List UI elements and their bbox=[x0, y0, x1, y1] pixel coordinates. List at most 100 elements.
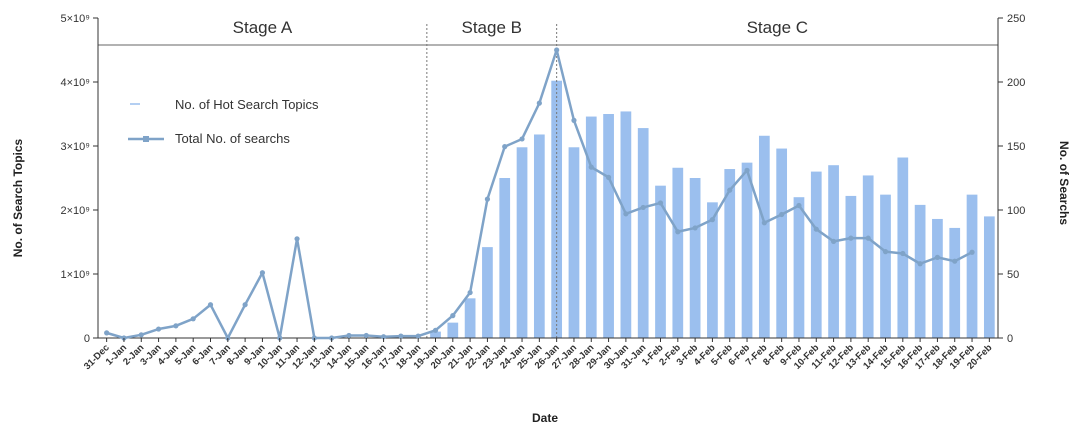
stage-label: Stage C bbox=[747, 18, 808, 37]
line-point bbox=[744, 167, 750, 173]
stage-dividers bbox=[98, 24, 998, 338]
bar bbox=[776, 148, 788, 338]
line-series bbox=[104, 47, 975, 341]
line-point bbox=[796, 202, 802, 209]
line-point bbox=[692, 225, 698, 231]
bar bbox=[932, 218, 943, 338]
bar bbox=[533, 134, 545, 338]
right-tick-label: 100 bbox=[1007, 205, 1025, 217]
bar bbox=[603, 114, 614, 338]
x-tick-labels: 31-Dec1-Jan2-Jan3-Jan4-Jan5-Jan6-Jan7-Ja… bbox=[82, 338, 995, 372]
right-axis-title: No. of Searchs bbox=[1057, 141, 1070, 225]
line-point bbox=[605, 174, 612, 180]
left-tick-label: 1×10⁹ bbox=[61, 269, 91, 281]
right-tick-label: 150 bbox=[1007, 141, 1025, 153]
line-point bbox=[675, 229, 681, 235]
bar bbox=[983, 216, 995, 338]
line-point bbox=[398, 333, 404, 339]
bar bbox=[724, 169, 736, 338]
line-point bbox=[173, 323, 179, 329]
line-point bbox=[450, 313, 456, 319]
legend-total-searches-marker bbox=[143, 136, 149, 142]
line-point bbox=[363, 332, 369, 339]
line-point bbox=[502, 144, 508, 150]
bar bbox=[862, 175, 874, 338]
legend-total-searches-label: Total No. of searchs bbox=[175, 131, 290, 146]
bar bbox=[430, 331, 441, 338]
left-tick-label: 2×10⁹ bbox=[61, 205, 91, 217]
bar bbox=[949, 227, 961, 338]
bar bbox=[689, 178, 701, 338]
line-point bbox=[432, 327, 439, 333]
legend: No. of Hot Search Topics Total No. of se… bbox=[128, 97, 319, 146]
line-point bbox=[467, 289, 473, 296]
line-point bbox=[380, 334, 387, 340]
stage-labels: Stage A Stage B Stage C bbox=[233, 18, 808, 37]
line-point bbox=[259, 270, 266, 276]
line-point bbox=[657, 200, 664, 206]
bar bbox=[620, 111, 632, 338]
line-point bbox=[104, 330, 110, 336]
line-point bbox=[830, 238, 837, 244]
stage-label: Stage B bbox=[462, 18, 523, 37]
line-point bbox=[952, 258, 958, 264]
bar bbox=[880, 194, 891, 338]
bar bbox=[914, 204, 926, 338]
line-point bbox=[848, 235, 854, 241]
bar bbox=[655, 185, 666, 338]
line-point bbox=[727, 187, 733, 193]
bar bbox=[845, 195, 857, 338]
line-point bbox=[519, 136, 525, 142]
line-point bbox=[969, 249, 975, 255]
line-point bbox=[346, 332, 352, 339]
line-point bbox=[190, 316, 196, 322]
line-point bbox=[588, 164, 594, 170]
bar bbox=[828, 165, 839, 338]
bar bbox=[672, 167, 684, 338]
line-point bbox=[761, 220, 767, 226]
line-point bbox=[900, 250, 906, 257]
line-point bbox=[917, 261, 923, 267]
right-tick-label: 50 bbox=[1007, 269, 1019, 281]
bar bbox=[499, 178, 511, 338]
left-tick-label: 5×10⁹ bbox=[61, 13, 91, 25]
line-point bbox=[554, 47, 560, 53]
bar bbox=[482, 247, 493, 338]
bar bbox=[793, 197, 805, 338]
legend-hot-topics-label: No. of Hot Search Topics bbox=[175, 97, 319, 112]
line-point bbox=[484, 196, 491, 202]
bar bbox=[516, 147, 528, 338]
line-point bbox=[640, 204, 646, 211]
line-point bbox=[623, 211, 629, 217]
x-axis-title: Date bbox=[532, 411, 558, 425]
line-point bbox=[779, 211, 785, 218]
line-point bbox=[571, 117, 577, 123]
bar bbox=[707, 202, 718, 338]
left-tick-label: 0 bbox=[84, 333, 90, 345]
bar bbox=[966, 194, 978, 338]
line-point bbox=[882, 249, 889, 255]
bar bbox=[447, 322, 459, 338]
bar bbox=[568, 147, 580, 338]
bar-series bbox=[430, 80, 995, 338]
line-point bbox=[865, 235, 871, 241]
right-tick-label: 200 bbox=[1007, 77, 1025, 89]
right-tick-label: 0 bbox=[1007, 333, 1013, 345]
line-point bbox=[207, 302, 214, 308]
bar bbox=[585, 116, 597, 338]
line-point bbox=[536, 100, 542, 106]
bar bbox=[758, 135, 770, 338]
bar bbox=[637, 128, 649, 338]
line-point bbox=[934, 254, 941, 260]
line-point bbox=[415, 333, 421, 339]
left-axis-title: No. of Search Topics bbox=[11, 138, 25, 257]
bar bbox=[897, 157, 909, 338]
axes: 0 1×10⁹ 2×10⁹ 3×10⁹ 4×10⁹ 5×10⁹ 0 50 100 150 200 25… bbox=[61, 13, 1026, 345]
bar bbox=[810, 171, 822, 338]
bar bbox=[464, 298, 476, 338]
stage-label: Stage A bbox=[233, 18, 293, 37]
right-tick-label: 250 bbox=[1007, 13, 1025, 25]
line-point bbox=[294, 236, 300, 242]
line-point bbox=[242, 302, 248, 308]
